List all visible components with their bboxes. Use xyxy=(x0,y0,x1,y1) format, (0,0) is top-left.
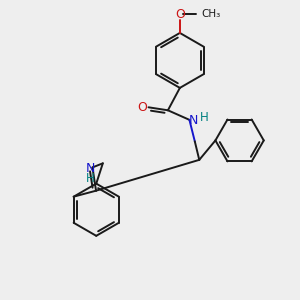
Text: CH₃: CH₃ xyxy=(201,9,220,19)
Text: H: H xyxy=(86,172,95,185)
Text: O: O xyxy=(175,8,185,21)
Text: N: N xyxy=(188,114,198,127)
Text: O: O xyxy=(138,101,148,114)
Text: H: H xyxy=(200,111,209,124)
Text: N: N xyxy=(85,162,95,175)
